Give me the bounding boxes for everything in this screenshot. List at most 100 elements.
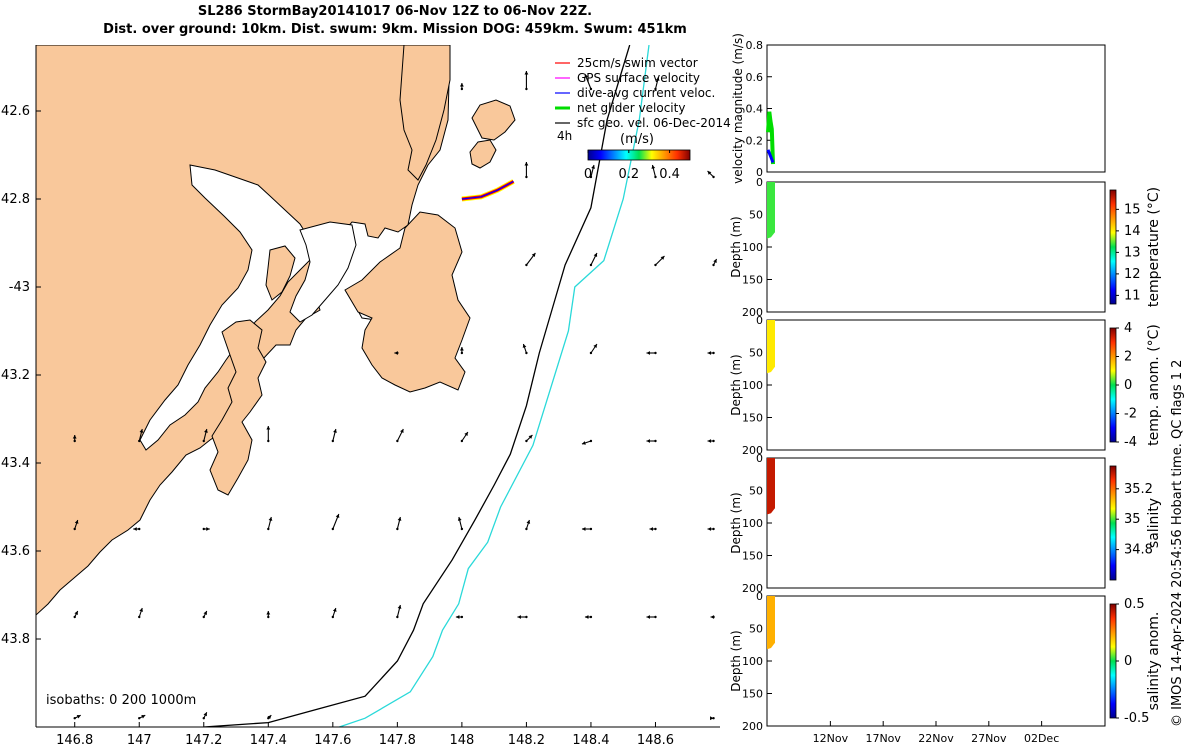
colorbar-salinity [1109,465,1117,581]
geo-vector [72,435,77,443]
colorbar-tick-label: 4 [1124,321,1132,336]
speed-colorbar-tick: 0.2 [618,167,639,182]
geo-vector [266,611,271,619]
depth-tick-label: 100 [742,241,763,254]
depth-tick-label: 150 [742,550,763,563]
date-tick-label: 27Nov [971,732,1007,745]
geo-vector [646,615,657,619]
geo-vector [455,615,464,619]
colorbar-tick-label: -4 [1124,435,1137,450]
colorbar-tick-label: -0.5 [1124,711,1149,726]
geo-vector [584,73,593,91]
colorbar-temperature [1109,189,1117,305]
geo-vector [646,351,657,355]
depth-ylabel: Depth (m) [729,492,743,553]
depth-tick-label: 50 [749,623,763,636]
map-x-tick-label: 148.6 [637,733,674,748]
geo-vector [266,426,271,443]
glider-track [461,179,515,202]
bruny-island [209,319,267,496]
legend-note: 4h [557,129,572,143]
geo-vector [138,607,143,619]
legend-label-net: net glider velocity [577,101,685,115]
speed-colorbar-ticks: 0 0.2 0.4 [584,150,680,182]
geo-vector [589,343,598,355]
depth-tick-label: 50 [749,209,763,222]
date-tick-label: 22Nov [918,732,954,745]
geo-vector [138,428,144,443]
isobath-1000m [339,45,650,727]
colorbar-label: temperature (°C) [1146,187,1162,307]
depth-tick-label: 200 [742,582,763,595]
geo-vector [707,170,715,179]
maria-island-south [469,139,497,169]
geo-vector [267,714,272,720]
geo-vector [459,83,464,91]
geo-vector [525,252,536,267]
south-arm-peninsula [265,245,296,301]
geo-vector [707,351,715,355]
date-tick-label: 17Nov [865,732,901,745]
date-tick-label: 02Dec [1024,732,1059,745]
isobath-label: isobaths: 0 200 1000m [46,693,196,708]
colorbar-tick-label: 0 [1124,654,1132,669]
velocity-ylabel: velocity magnitude (m/s) [731,33,745,184]
profile-strip [767,596,775,650]
geo-velocity-vectors [72,71,718,721]
depth-tick-label: 200 [742,444,763,457]
geo-vector [73,714,81,720]
legend-label-swim: 25cm/s swim vector [577,56,698,70]
map-y-tick-label: 42.6 [1,104,30,119]
map-y-ticks: 42.6 42.8 -43 43.2 43.4 43.6 43.8 [1,104,41,647]
colorbar-salinity-anomaly [1109,603,1117,719]
chart-title: SL286 StormBay20141017 06-Nov 12Z to 06-… [197,4,593,19]
geo-vector [710,716,715,721]
geo-vector [524,162,529,179]
geo-vector [589,252,598,267]
velocity-series-line [766,149,775,164]
colorbar-tick-label: 35.2 [1124,482,1153,497]
colorbar-temp-anomaly [1109,327,1117,443]
map-x-tick-label: 146.8 [56,733,93,748]
depth-tick-label: 50 [749,347,763,360]
map-y-tick-label: 42.8 [1,192,30,207]
map-x-tick-label: 148 [449,733,474,748]
colorbar-tick-label: 14 [1124,224,1141,239]
map-legend: 25cm/s swim vector GPS surface velocity … [555,56,731,143]
legend-label-gps: GPS surface velocity [577,71,700,85]
geo-vector [712,258,718,267]
depth-tick-label: 0 [756,314,763,327]
map-y-tick-label: -43 [9,280,30,295]
velocity-series-line [766,111,775,165]
speed-colorbar-tick: 0 [584,167,592,182]
geo-vector [581,439,593,445]
geo-vector [331,428,337,443]
date-tick-label: 12Nov [813,732,849,745]
colorbar-tick-label: 2 [1124,350,1132,365]
colorbar-label: salinity anom. [1146,612,1162,711]
isobath-200m [203,45,631,727]
profile-panel-temperature: 0 50 100 150 200 Depth (m) 11 12 13 14 15 temperatu… [729,176,1162,319]
depth-tick-label: 150 [742,412,763,425]
geo-vector [707,527,715,531]
depth-tick-label: 0 [756,452,763,465]
date-axis: 12Nov 17Nov 22Nov 27Nov 02Dec [813,721,1059,745]
profile-strip [767,182,775,239]
colorbar-tick-label: 0.5 [1124,597,1145,612]
depth-tick-label: 50 [749,485,763,498]
colorbar-tick-label: -2 [1124,407,1137,422]
geo-vector [457,516,464,531]
geo-vector [331,513,340,531]
depth-tick-label: 0 [756,590,763,603]
depth-tick-label: 100 [742,379,763,392]
map-x-tick-label: 148.2 [508,733,545,748]
depth-ylabel: Depth (m) [729,630,743,691]
geo-vector [654,76,660,91]
colorbar-tick-label: 12 [1124,267,1141,282]
tasman-peninsula [344,211,471,393]
colorbar-label: temp. anom. (°C) [1146,324,1162,446]
